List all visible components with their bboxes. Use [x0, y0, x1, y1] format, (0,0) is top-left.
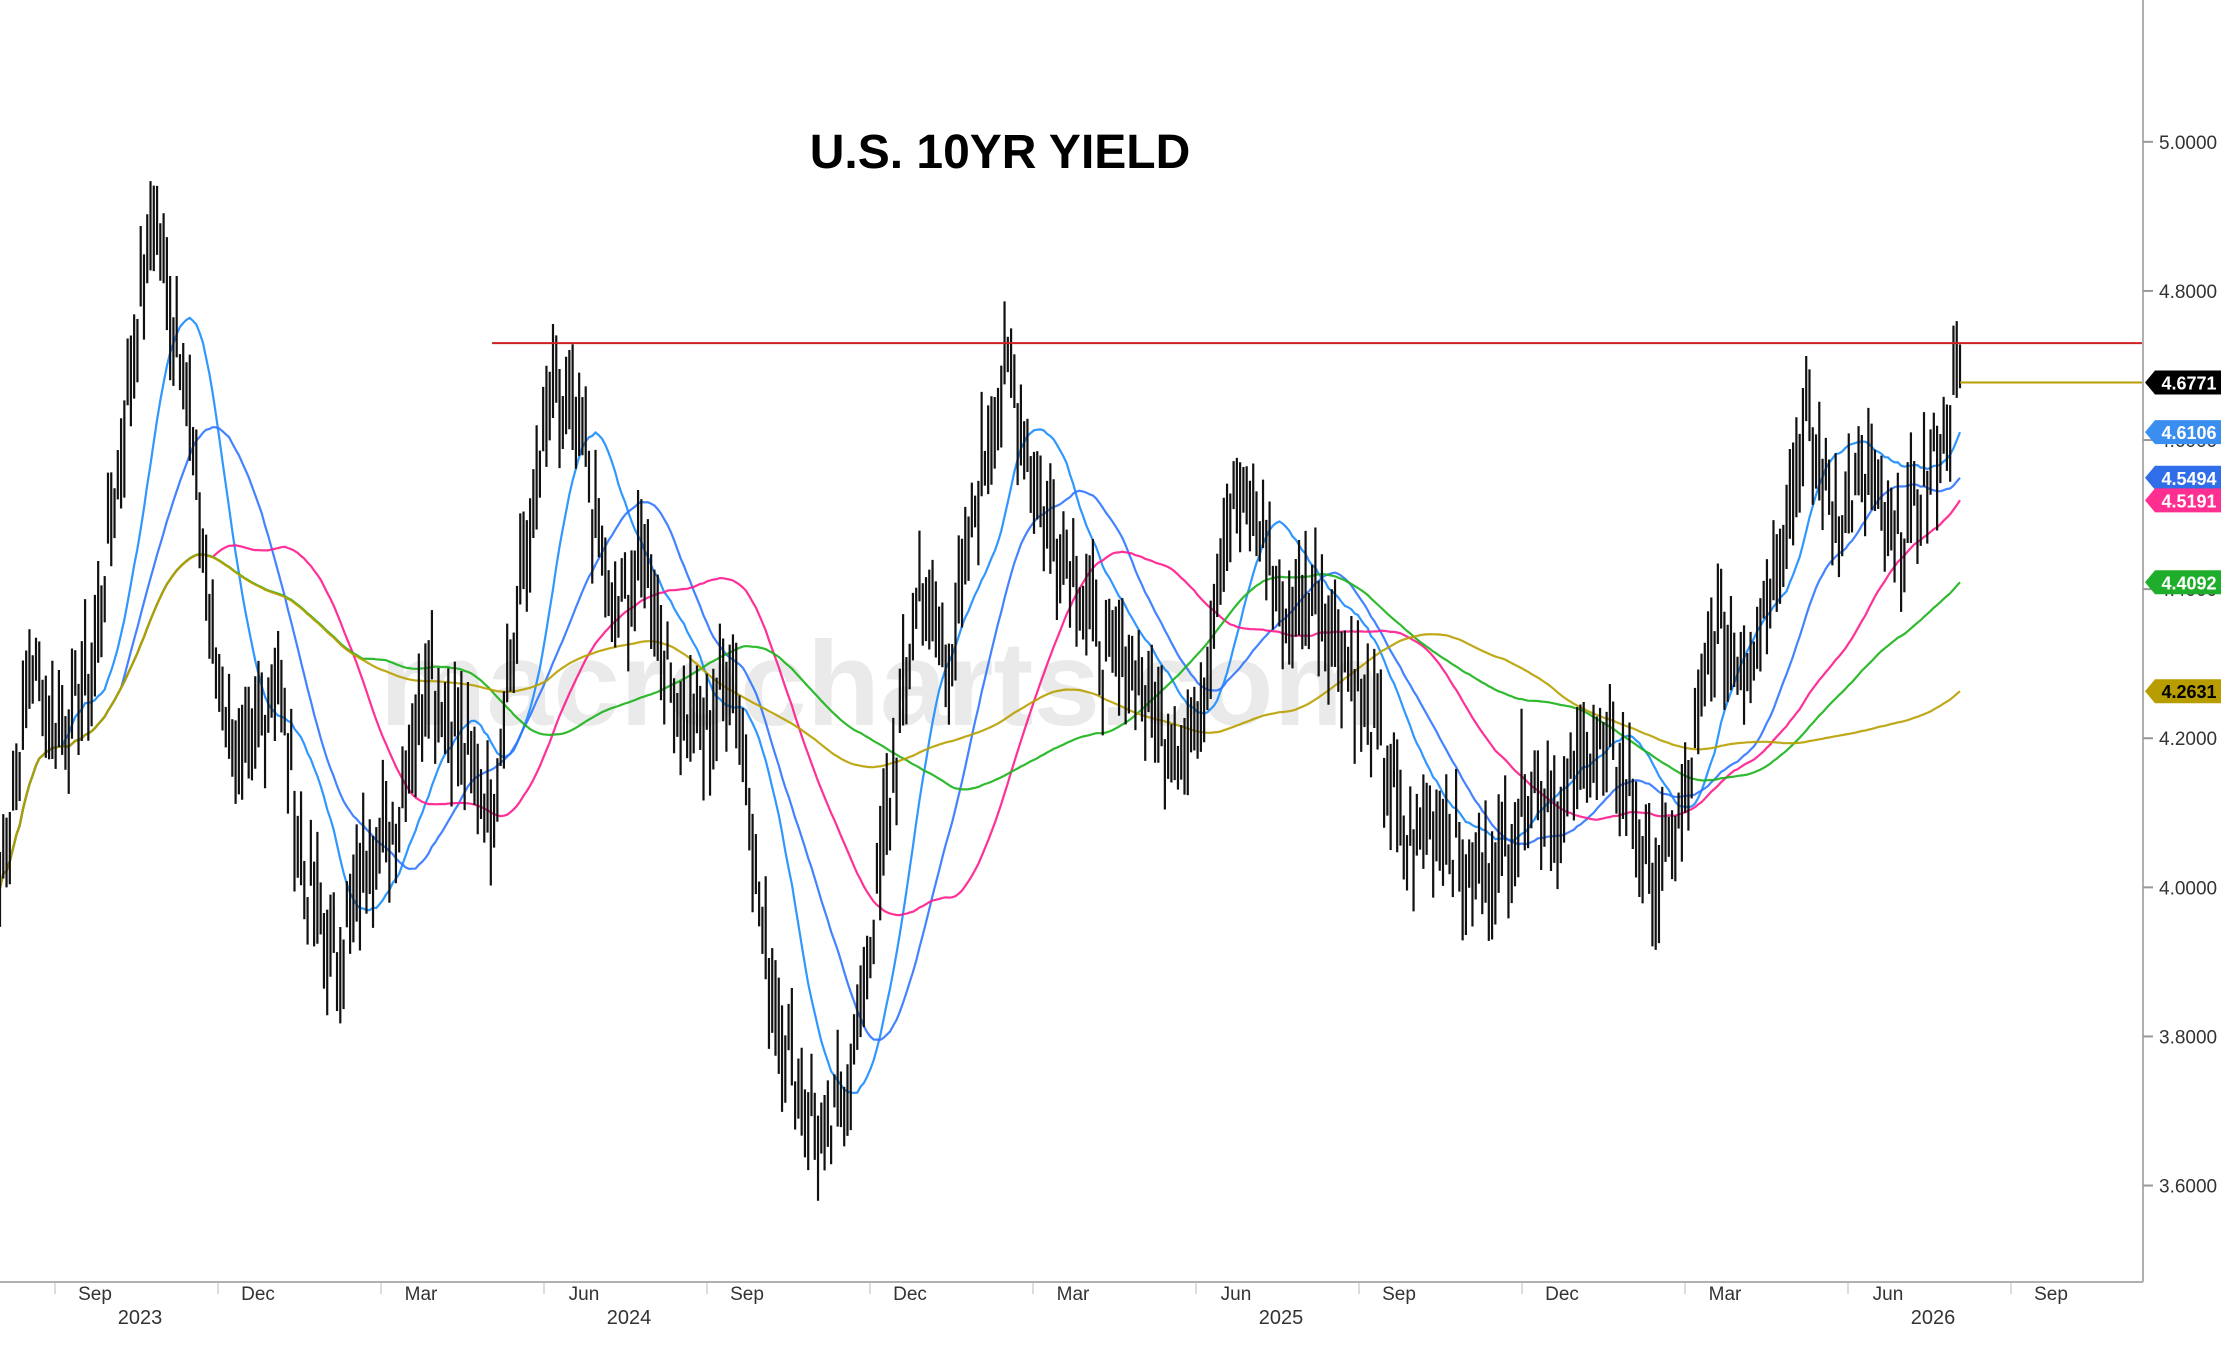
value-badge-shape [2145, 465, 2221, 490]
watermark-text: macrocharts.com [380, 617, 1380, 751]
ma-series-line-4 [0, 553, 1961, 889]
x-year-label: 2025 [1259, 1307, 1304, 1329]
plot-area [0, 181, 1962, 1201]
value-badge-label: 4.6106 [2161, 423, 2216, 443]
x-tick-label: Jun [569, 1284, 600, 1305]
x-tick-label: Dec [893, 1284, 927, 1305]
price-bars [0, 181, 1962, 1201]
value-badge: 4.5494 [2145, 465, 2221, 490]
ma-series-line-0 [0, 316, 1962, 1095]
reference-lines [492, 342, 2143, 384]
chart-title: U.S. 10YR YIELD [810, 126, 1191, 179]
value-badge-shape [2145, 679, 2221, 704]
y-tick-label: 5.0000 [2159, 133, 2217, 154]
value-badge: 4.6771 [2145, 370, 2221, 395]
x-axis: Sep 2023 Dec Mar Jun 2024 Sep Dec Mar Jun 2025 Sep D… [54, 1282, 2068, 1329]
value-badge: 4.4092 [2145, 570, 2221, 595]
x-tick-label: Sep [1382, 1284, 1416, 1305]
x-tick-label: Jun [1221, 1284, 1252, 1305]
value-badge-label: 4.5494 [2161, 469, 2216, 489]
y-tick-label: 4.0000 [2159, 878, 2217, 899]
x-tick-label: Jun [1873, 1284, 1904, 1305]
x-tick-label: Dec [1545, 1284, 1579, 1305]
x-tick-label: Mar [405, 1284, 438, 1305]
value-badge-shape [2145, 570, 2221, 595]
x-tick-label: Sep [78, 1284, 112, 1305]
value-badge-shape [2145, 370, 2221, 395]
x-tick-label: Mar [1057, 1284, 1090, 1305]
value-badge-shape [2145, 420, 2221, 445]
y-tick-label: 3.6000 [2159, 1177, 2217, 1198]
x-tick-label: Sep [2034, 1284, 2068, 1305]
value-badge-label: 4.6771 [2161, 374, 2216, 394]
x-year-label: 2024 [607, 1307, 652, 1329]
x-tick-label: Mar [1709, 1284, 1742, 1305]
value-badge-label: 4.2631 [2161, 682, 2216, 702]
x-year-label: 2026 [1911, 1307, 1956, 1329]
y-tick-label: 4.2000 [2159, 729, 2217, 750]
value-badge: 4.2631 [2145, 679, 2221, 704]
value-badge-label: 4.5191 [2161, 491, 2216, 511]
x-year-label: 2023 [118, 1307, 163, 1329]
x-tick-label: Dec [241, 1284, 275, 1305]
y-axis: 5.00004.80004.60004.40004.20004.00003.80… [2143, 133, 2217, 1198]
value-badge: 4.5191 [2145, 488, 2221, 513]
value-badge-shape [2145, 488, 2221, 513]
value-badge-label: 4.4092 [2161, 573, 2216, 593]
y-tick-label: 3.8000 [2159, 1027, 2217, 1048]
value-badge: 4.6106 [2145, 420, 2221, 445]
x-tick-label: Sep [730, 1284, 764, 1305]
y-tick-label: 4.8000 [2159, 282, 2217, 303]
